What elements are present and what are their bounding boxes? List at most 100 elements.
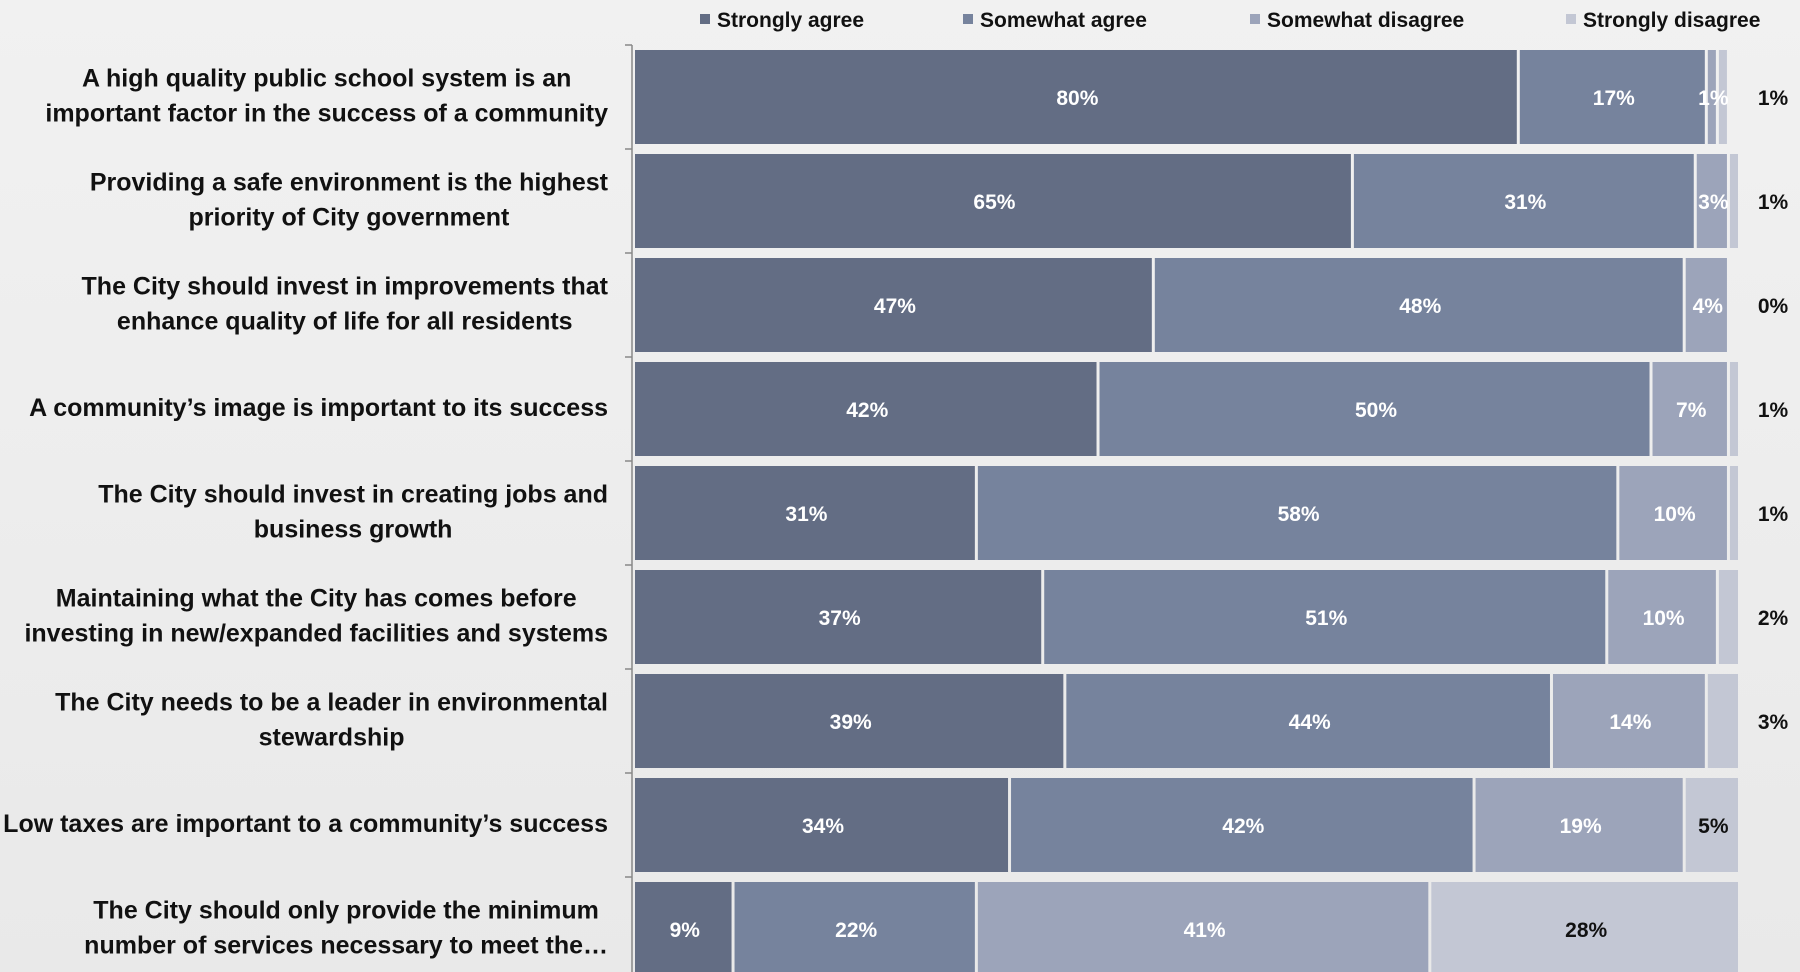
bar-r0-s1 (1519, 50, 1705, 144)
data-label-r4-s0: 31% (785, 503, 827, 526)
bar-r5-s3 (1718, 570, 1738, 664)
bar-r1-s1 (1353, 154, 1694, 248)
category-label-4: The City should invest in creating jobs … (98, 481, 608, 544)
data-label-r6-s2: 14% (1609, 711, 1651, 734)
data-label-r7-s3: 5% (1698, 815, 1729, 838)
bar-r8-s3 (1431, 882, 1738, 972)
bar-r5-s0 (635, 570, 1042, 664)
category-label-line: Providing a safe environment is the high… (90, 169, 609, 197)
category-label-line: The City needs to be a leader in environ… (55, 689, 608, 717)
data-labels: 80% 17% 1% 1% 65% 31% 3% 1% 47% 48% 4% 0% 42% 50% 7% 1%… (670, 87, 1789, 942)
bar-r3-s1 (1099, 362, 1650, 456)
data-label-r1-s0: 65% (973, 191, 1015, 214)
bar-r3-s3 (1729, 362, 1738, 456)
data-label-r7-s2: 19% (1560, 815, 1602, 838)
data-label-r8-s0: 9% (670, 919, 701, 942)
category-label-line: important factor in the success of a com… (45, 100, 608, 128)
bar-r1-s3 (1729, 154, 1738, 248)
category-label-0: A high quality public school system is a… (45, 65, 608, 128)
bar-r1-s0 (635, 154, 1351, 248)
category-label-2: The City should invest in improvements t… (82, 273, 609, 336)
bar-r7-s0 (635, 778, 1009, 872)
bar-r1-s2 (1696, 154, 1727, 248)
bar-r6-s1 (1066, 674, 1550, 768)
category-label-6: The City needs to be a leader in environ… (55, 689, 608, 752)
category-label-line: enhance quality of life for all resident… (117, 308, 573, 336)
data-label-r8-s3: 28% (1565, 919, 1607, 942)
data-label-r6-s0: 39% (830, 711, 872, 734)
category-label-line: The City should invest in creating jobs … (98, 481, 608, 509)
category-label-5: Maintaining what the City has comes befo… (24, 585, 608, 648)
data-label-r2-s3: 0% (1758, 295, 1789, 318)
bar-r8-s0 (635, 882, 732, 972)
bar-r6-s2 (1552, 674, 1705, 768)
data-label-r7-s0: 34% (802, 815, 844, 838)
category-label-line: The City should invest in improvements t… (82, 273, 609, 301)
bar-r4-s0 (635, 466, 975, 560)
category-label-line: Maintaining what the City has comes befo… (56, 585, 577, 613)
bar-r3-s0 (635, 362, 1097, 456)
category-label-1: Providing a safe environment is the high… (90, 169, 609, 232)
bars (635, 50, 1738, 972)
category-label-line: investing in new/expanded facilities and… (24, 620, 608, 648)
data-label-r4-s1: 58% (1278, 503, 1320, 526)
bar-r7-s1 (1011, 778, 1473, 872)
category-label-line: The City should only provide the minimum (93, 897, 599, 925)
data-label-r5-s1: 51% (1305, 607, 1347, 630)
data-label-r8-s1: 22% (835, 919, 877, 942)
data-label-r0-s1: 17% (1593, 87, 1635, 110)
data-label-r0-s3: 1% (1758, 87, 1789, 110)
data-label-r6-s1: 44% (1289, 711, 1331, 734)
bar-r4-s2 (1619, 466, 1727, 560)
legend-swatch-0 (700, 14, 710, 24)
bar-r2-s1 (1154, 258, 1683, 352)
bar-r2-s2 (1685, 258, 1727, 352)
data-label-r5-s2: 10% (1643, 607, 1685, 630)
data-label-r3-s0: 42% (846, 399, 888, 422)
bar-r7-s3 (1685, 778, 1738, 872)
category-label-line: priority of City government (188, 204, 510, 232)
bar-r0-s2 (1707, 50, 1716, 144)
category-label-3: A community’s image is important to its … (29, 394, 608, 422)
legend-swatch-1 (963, 14, 973, 24)
data-label-r4-s2: 10% (1654, 503, 1696, 526)
category-axis (625, 44, 633, 972)
category-label-7: Low taxes are important to a community’s… (3, 810, 608, 838)
bar-r6-s3 (1707, 674, 1738, 768)
bar-r4-s1 (977, 466, 1617, 560)
data-label-r5-s3: 2% (1758, 607, 1789, 630)
data-label-r1-s2: 3% (1698, 191, 1729, 214)
data-label-r3-s2: 7% (1676, 399, 1707, 422)
bar-r0-s0 (635, 50, 1517, 144)
chart-legend: Strongly agree Somewhat agree Somewhat dis… (700, 9, 1760, 32)
category-label-8: The City should only provide the minimum… (84, 897, 608, 960)
legend-label-3: Strongly disagree (1583, 9, 1760, 32)
data-label-r0-s2: 1% (1698, 87, 1729, 110)
bar-r5-s2 (1608, 570, 1716, 664)
data-label-r5-s0: 37% (819, 607, 861, 630)
bar-r4-s3 (1729, 466, 1738, 560)
bar-r6-s0 (635, 674, 1064, 768)
legend-swatch-3 (1566, 14, 1576, 24)
bar-r8-s2 (977, 882, 1429, 972)
data-label-r8-s2: 41% (1184, 919, 1226, 942)
data-label-r7-s1: 42% (1222, 815, 1264, 838)
category-label-line: number of services necessary to meet the… (84, 932, 608, 960)
legend-label-0: Strongly agree (717, 9, 864, 32)
data-label-r1-s3: 1% (1758, 191, 1789, 214)
category-label-line: A community’s image is important to its … (29, 394, 608, 422)
legend-label-2: Somewhat disagree (1267, 9, 1464, 32)
category-label-line: A high quality public school system is a… (82, 65, 571, 93)
data-label-r6-s3: 3% (1758, 711, 1789, 734)
bar-r2-s0 (635, 258, 1152, 352)
category-label-line: stewardship (259, 724, 405, 752)
data-label-r3-s3: 1% (1758, 399, 1789, 422)
legend-swatch-2 (1250, 14, 1260, 24)
bar-r5-s1 (1044, 570, 1606, 664)
category-label-line: Low taxes are important to a community’s… (3, 810, 608, 838)
bar-r3-s2 (1652, 362, 1727, 456)
bar-r7-s2 (1475, 778, 1683, 872)
data-label-r0-s0: 80% (1056, 87, 1098, 110)
data-label-r3-s1: 50% (1355, 399, 1397, 422)
